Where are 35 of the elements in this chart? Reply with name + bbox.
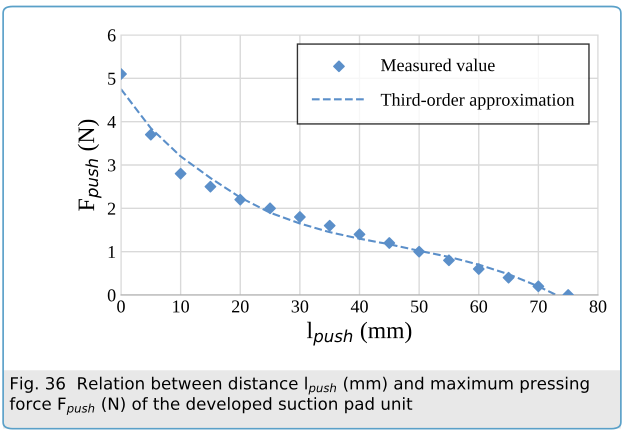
point [472, 263, 485, 275]
x-tick-label: 50 [411, 300, 428, 313]
x-axis-title: l$_{push}$ (mm) [306, 322, 412, 346]
point [354, 228, 366, 240]
y-axis-title: F$_{push}$ (N) [78, 120, 102, 211]
x-tick-label: 30 [292, 300, 308, 313]
x-tick-label: 70 [530, 300, 547, 313]
point [294, 211, 306, 223]
y-tick-label: 2 [108, 202, 116, 215]
point [234, 194, 246, 206]
point [324, 220, 336, 232]
point [502, 272, 514, 284]
y-tick-label: 0 [108, 289, 116, 302]
point [204, 180, 216, 193]
x-tick-label: 0 [117, 300, 125, 313]
point [174, 168, 187, 180]
point [383, 237, 396, 249]
y-tick-label: 1 [108, 246, 116, 258]
text: Fig. 36 Relation between distance l$_{push}$ (mm) and maximum pressing force F$_{push}$ (N) of the developed suction pad unit [10, 376, 589, 415]
x-tick-label: 40 [350, 300, 368, 313]
x-tick-label: 80 [590, 300, 606, 313]
point [413, 246, 426, 258]
point [532, 280, 544, 292]
y-tick-label: 6 [108, 29, 116, 42]
x-tick-label: 60 [470, 300, 488, 313]
y-tick-label: 3 [108, 159, 116, 172]
x-tick-label: 20 [232, 300, 249, 313]
point [443, 254, 455, 266]
y-tick-label: 5 [108, 72, 116, 85]
point [264, 202, 276, 214]
y-tick-label: 4 [107, 116, 116, 128]
x-tick-label: 10 [173, 300, 189, 313]
point [144, 128, 157, 141]
legend-label: Third-order approximation [380, 93, 574, 110]
legend-label: Measured value [381, 58, 495, 72]
